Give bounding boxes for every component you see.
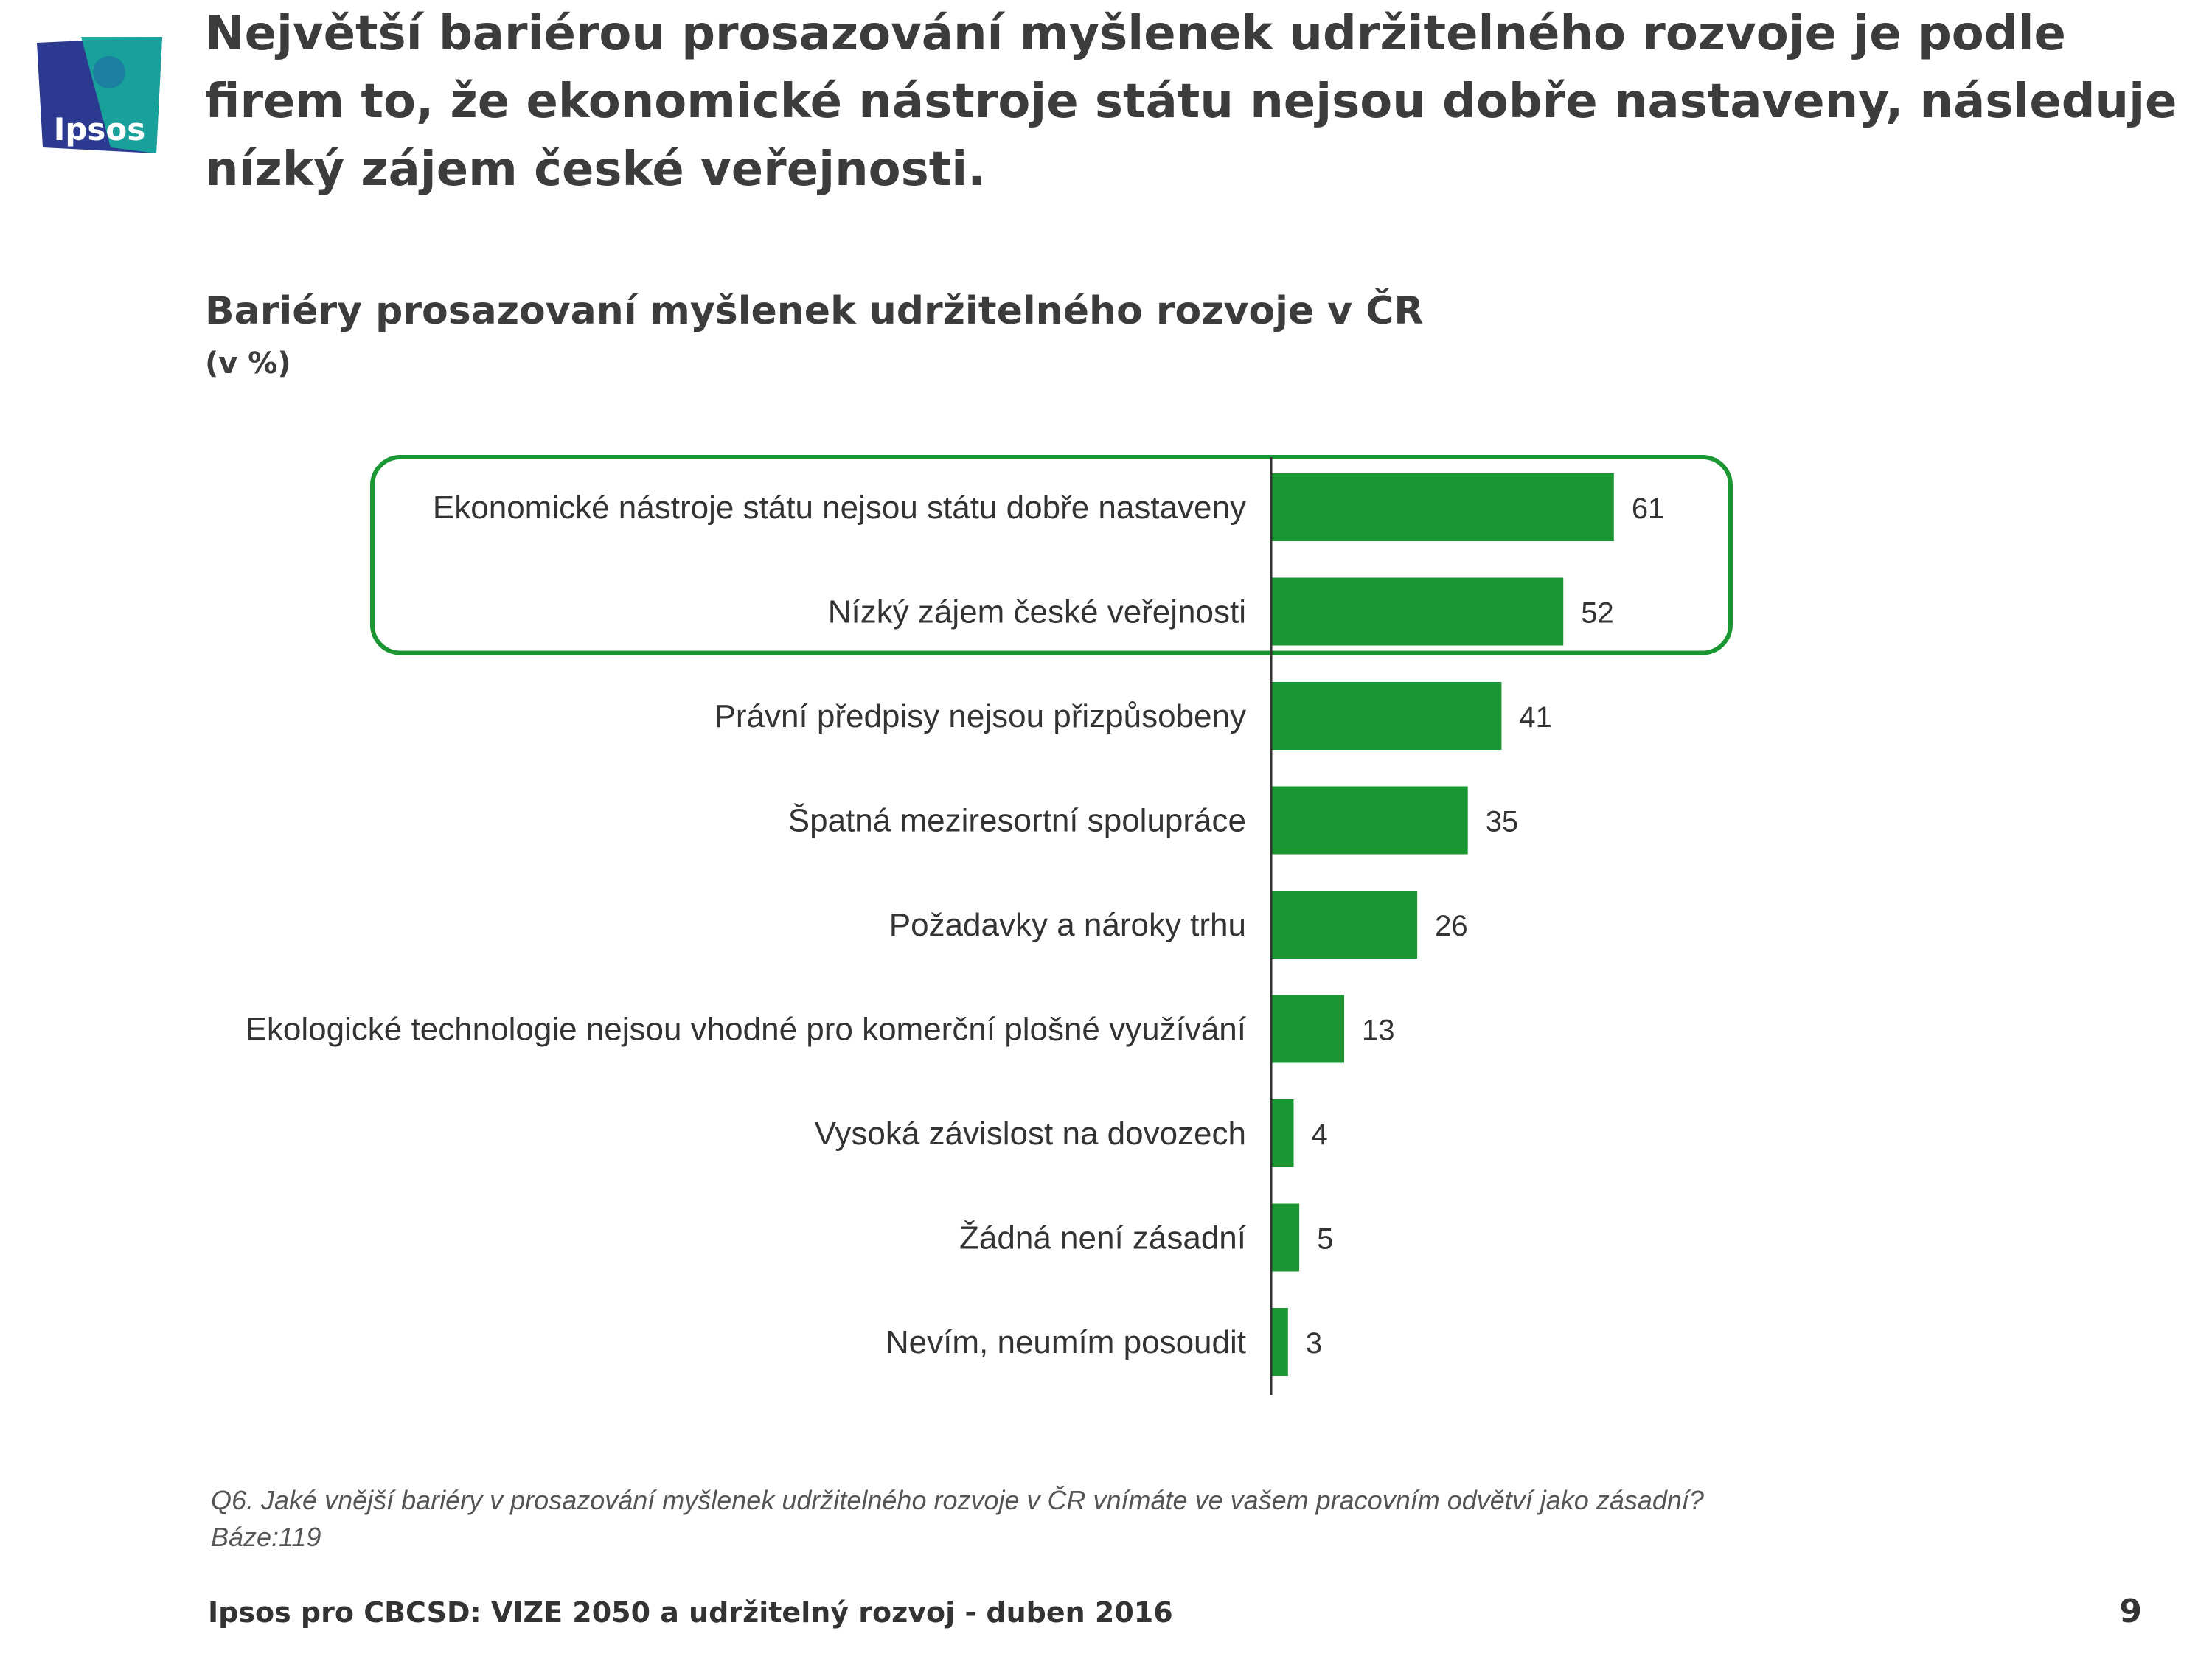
footnote-question: Q6. Jaké vnější bariéry v prosazování my… bbox=[211, 1485, 1704, 1515]
value-label-2: 52 bbox=[1581, 597, 1614, 630]
category-label-2: Nízký zájem české veřejnosti bbox=[828, 594, 1246, 630]
value-label-5: 26 bbox=[1435, 910, 1468, 942]
page-headline: Největší bariérou prosazování myšlenek u… bbox=[205, 7, 2177, 197]
value-label-8: 5 bbox=[1317, 1223, 1333, 1256]
category-label-4: Špatná meziresortní spolupráce bbox=[788, 802, 1246, 839]
highlight-frame bbox=[370, 455, 1733, 655]
value-label-4: 35 bbox=[1486, 806, 1519, 838]
bar-2 bbox=[1271, 577, 1564, 646]
chart-unit-label: (v %) bbox=[205, 347, 291, 380]
value-label-7: 4 bbox=[1311, 1119, 1327, 1151]
page-number: 9 bbox=[2119, 1593, 2142, 1630]
bar-chart: Ekonomické nástroje státu nejsou státu d… bbox=[246, 455, 1733, 1395]
chart-title: Bariéry prosazovaní myšlenek udržitelnéh… bbox=[205, 289, 1424, 333]
footnote-base: Báze:119 bbox=[211, 1522, 321, 1552]
category-label-1: Ekonomické nástroje státu nejsou státu d… bbox=[433, 490, 1246, 526]
category-label-7: Vysoká závislost na dovozech bbox=[815, 1116, 1246, 1152]
value-label-1: 61 bbox=[1632, 493, 1665, 525]
bar-1 bbox=[1271, 473, 1614, 541]
logo-head bbox=[93, 56, 125, 88]
category-label-6: Ekologické technologie nejsou vhodné pro… bbox=[246, 1012, 1247, 1048]
bar-8 bbox=[1271, 1203, 1300, 1272]
value-label-6: 13 bbox=[1362, 1015, 1395, 1047]
value-label-3: 41 bbox=[1519, 701, 1552, 734]
bar-7 bbox=[1271, 1099, 1294, 1167]
category-label-5: Požadavky a nároky trhu bbox=[889, 907, 1246, 943]
footer-source: Ipsos pro CBCSD: VIZE 2050 a udržitelný … bbox=[208, 1596, 1173, 1629]
logo-wordmark: Ipsos bbox=[54, 111, 146, 147]
bar-3 bbox=[1271, 682, 1502, 750]
footnote: Q6. Jaké vnější bariéry v prosazování my… bbox=[211, 1482, 1704, 1556]
category-label-3: Právní předpisy nejsou přizpůsobeny bbox=[714, 698, 1246, 734]
bar-9 bbox=[1271, 1308, 1288, 1376]
category-label-8: Žádná není zásadní bbox=[959, 1220, 1247, 1256]
category-label-9: Nevím, neumím posoudit bbox=[886, 1324, 1246, 1360]
value-label-9: 3 bbox=[1306, 1327, 1322, 1360]
bar-5 bbox=[1271, 891, 1418, 959]
bar-6 bbox=[1271, 995, 1345, 1063]
ipsos-logo: Ipsos bbox=[37, 37, 162, 153]
bar-4 bbox=[1271, 786, 1468, 855]
